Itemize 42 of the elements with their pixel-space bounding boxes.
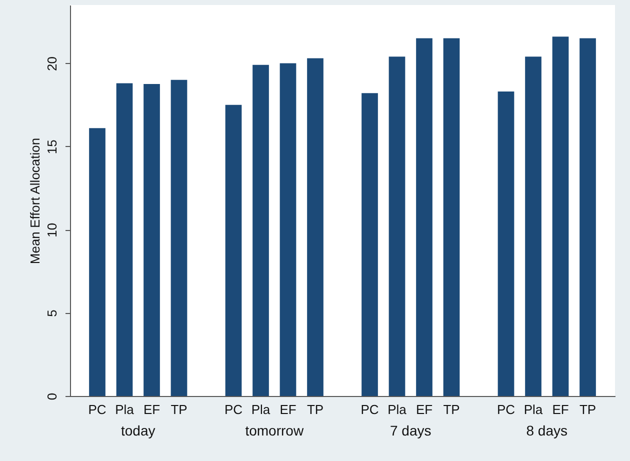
x-tick-label: 8 days bbox=[526, 422, 568, 438]
series-label: Pla bbox=[251, 402, 271, 417]
x-tick-label: today bbox=[121, 422, 156, 438]
text: TP bbox=[306, 402, 324, 417]
series-label: TP bbox=[170, 402, 188, 417]
text: Pla bbox=[524, 402, 543, 417]
bar bbox=[362, 93, 378, 396]
series-label: EF bbox=[143, 402, 160, 417]
bar bbox=[416, 38, 432, 396]
text: PC bbox=[88, 402, 106, 417]
bar bbox=[170, 80, 188, 396]
text: TP bbox=[443, 402, 460, 417]
bar bbox=[580, 38, 596, 396]
bar bbox=[388, 56, 406, 396]
text: EF bbox=[416, 402, 433, 417]
y-tick-label: 20 bbox=[44, 56, 60, 71]
x-tick-label: 7 days bbox=[390, 422, 432, 438]
bar bbox=[252, 64, 269, 396]
y-tick-label: 0 bbox=[44, 392, 60, 400]
bar bbox=[525, 56, 542, 396]
bar bbox=[89, 128, 106, 396]
bar bbox=[307, 58, 324, 396]
y-tick-label: 10 bbox=[44, 222, 60, 238]
text: PC bbox=[496, 402, 516, 417]
text: EF bbox=[552, 402, 569, 417]
series-label: PC bbox=[360, 402, 379, 417]
bar bbox=[144, 84, 160, 396]
x-tick-label: tomorrow bbox=[245, 422, 304, 438]
text: PC bbox=[224, 402, 243, 417]
bar bbox=[116, 83, 133, 396]
bar bbox=[280, 63, 296, 396]
y-tick-label: 5 bbox=[44, 310, 60, 317]
y-tick-label: 15 bbox=[44, 140, 60, 154]
y-axis-title: Mean Effort Allocation bbox=[28, 138, 42, 264]
text: Pla bbox=[115, 402, 134, 417]
text: EF bbox=[280, 402, 296, 417]
bar bbox=[552, 36, 569, 396]
text: Pla bbox=[388, 402, 406, 417]
bar bbox=[225, 104, 242, 396]
bar bbox=[443, 38, 460, 396]
text: TP bbox=[579, 402, 596, 417]
bar bbox=[498, 92, 514, 396]
